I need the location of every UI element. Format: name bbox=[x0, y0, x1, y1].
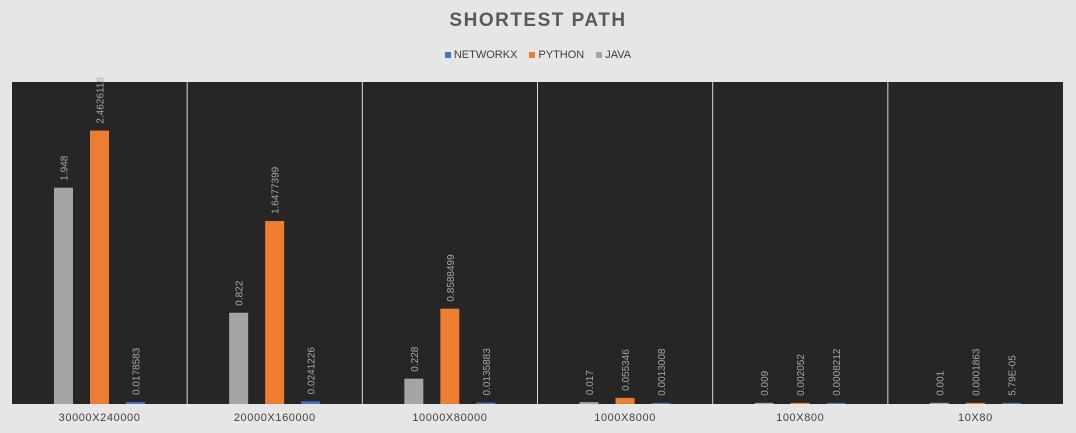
x-tick-label: 1000X8000 bbox=[594, 412, 656, 424]
bar-python-2 bbox=[265, 221, 285, 404]
bar-python-1 bbox=[90, 130, 109, 404]
bar-networkx-4 bbox=[651, 402, 671, 404]
bar-java-5 bbox=[754, 402, 774, 404]
data-label: 0.009 bbox=[760, 370, 771, 395]
bar-networkx-5 bbox=[826, 402, 846, 404]
bar-java-3 bbox=[404, 378, 424, 404]
legend-label-java: JAVA bbox=[605, 49, 632, 61]
bar-java-2 bbox=[229, 312, 249, 404]
legend-item-python[interactable]: PYTHON bbox=[529, 49, 584, 61]
x-tick-label: 10000X80000 bbox=[412, 412, 487, 424]
legend-swatch-networkx bbox=[444, 52, 451, 58]
legend-item-networkx[interactable]: NETWORKX bbox=[444, 49, 518, 61]
bar-networkx-6 bbox=[1001, 402, 1021, 404]
x-tick-label: 20000X160000 bbox=[234, 412, 316, 424]
data-label: 0.0008212 bbox=[832, 348, 843, 396]
data-label: 0.822 bbox=[235, 280, 246, 305]
bar-python-3 bbox=[440, 308, 460, 404]
data-label: 2.4626118 bbox=[96, 77, 107, 124]
data-label: 0.0001863 bbox=[971, 348, 982, 396]
legend-swatch-python bbox=[529, 52, 536, 58]
legend-label-python: PYTHON bbox=[538, 49, 585, 61]
data-label: 0.0241226 bbox=[307, 347, 318, 395]
bar-java-1 bbox=[54, 187, 73, 404]
bar-python-6 bbox=[965, 402, 985, 404]
bar-java-6 bbox=[929, 402, 949, 404]
data-label: 0.001 bbox=[935, 370, 946, 395]
bar-networkx-2 bbox=[301, 401, 321, 404]
x-tick-label: 10X80 bbox=[958, 412, 993, 424]
legend: NETWORKX PYTHON JAVA bbox=[0, 49, 1076, 61]
data-label: 0.017 bbox=[585, 370, 596, 395]
data-label: 0.0013008 bbox=[657, 348, 668, 396]
bar-python-4 bbox=[615, 397, 635, 404]
data-label: 0.228 bbox=[410, 346, 421, 371]
legend-label-networkx: NETWORKX bbox=[453, 49, 518, 61]
data-label: 1.6477399 bbox=[271, 166, 282, 214]
x-tick-label: 30000X240000 bbox=[59, 412, 141, 424]
data-label: 0.8588499 bbox=[446, 254, 457, 302]
data-label: 0.055346 bbox=[621, 349, 632, 391]
bar-networkx-3 bbox=[476, 402, 496, 404]
data-label: 0.0135883 bbox=[482, 348, 493, 396]
bar-java-4 bbox=[579, 402, 599, 404]
bar-networkx-1 bbox=[126, 402, 145, 404]
bar-python-5 bbox=[790, 402, 810, 404]
chart-title: SHORTEST PATH bbox=[449, 10, 627, 31]
data-label: 5.79E-05 bbox=[1007, 355, 1018, 396]
legend-item-java[interactable]: JAVA bbox=[596, 49, 631, 61]
x-tick-label: 100X800 bbox=[776, 412, 824, 424]
data-label: 0.0178583 bbox=[132, 347, 143, 395]
legend-swatch-java bbox=[596, 52, 603, 58]
data-label: 0.002052 bbox=[796, 354, 807, 396]
data-label: 1.948 bbox=[60, 155, 71, 180]
